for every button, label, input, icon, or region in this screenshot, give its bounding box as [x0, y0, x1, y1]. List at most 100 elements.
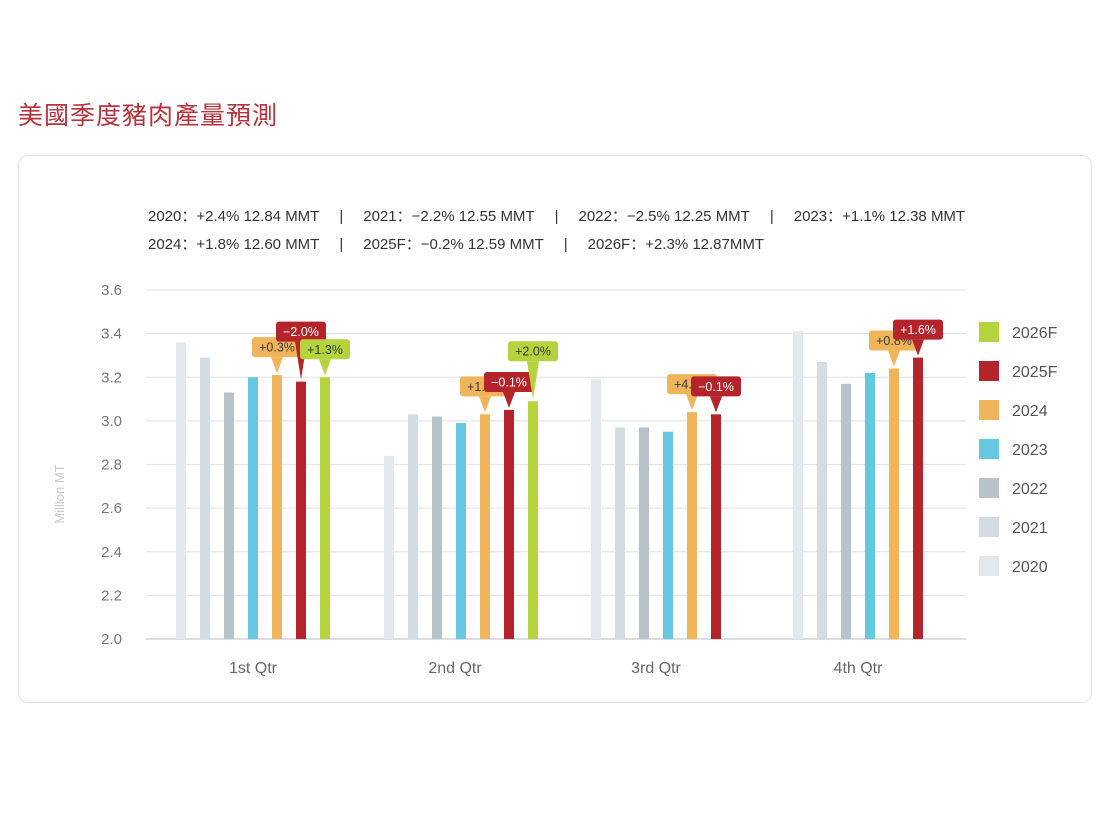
bar-2023-q2 [456, 423, 466, 639]
y-tick-label: 3.4 [101, 326, 122, 343]
y-tick-label: 3.6 [101, 282, 122, 299]
summary-item: 2021：−2.2% 12.55 MMT [363, 208, 535, 225]
x-category-label: 3rd Qtr [631, 660, 681, 677]
annotation-badge [893, 319, 943, 340]
bar-2025f-q4 [913, 357, 923, 639]
annotation-pointer [503, 391, 515, 408]
legend-swatch-2022 [979, 478, 999, 498]
data-annotation: −2.0% [276, 321, 326, 380]
annotation-badge [276, 321, 326, 342]
annotation-pointer [271, 357, 283, 374]
y-tick-label: 2.0 [101, 631, 122, 648]
annotation-pointer [319, 359, 331, 376]
bar-2020-q2 [384, 455, 394, 639]
legend-label-2026f: 2026F [1012, 325, 1058, 342]
annotation-label: −0.1% [491, 375, 527, 389]
y-tick-label: 2.8 [101, 457, 122, 474]
bar-2020-q1 [176, 342, 186, 639]
summary-item: 2022：−2.5% 12.25 MMT [578, 208, 750, 225]
data-annotation: −0.1% [691, 376, 741, 413]
annotation-badge [252, 337, 302, 358]
summary-separator: | [563, 236, 568, 253]
annotation-label: +2.0% [515, 345, 551, 359]
data-annotation: +1.3% [300, 339, 350, 376]
bar-2024-q1 [272, 375, 282, 639]
annotation-badge [484, 371, 534, 392]
y-tick-label: 3.0 [101, 413, 122, 430]
bar-2025f-q3 [711, 414, 721, 639]
annotation-label: +0.3% [259, 341, 295, 355]
x-category-label: 1st Qtr [229, 660, 278, 677]
annotation-pointer [710, 396, 722, 413]
summary-item: 2025F：−0.2% 12.59 MMT [363, 236, 544, 253]
summary-line-2: 2024：+1.8% 12.60 MMT | 2025F：−0.2% 12.59 M… [148, 233, 764, 254]
bar-2021-q3 [615, 427, 625, 639]
legend-swatch-2025f [979, 361, 999, 381]
bar-2026f-q2 [528, 401, 538, 639]
x-category-label: 2nd Qtr [428, 660, 482, 677]
annotation-badge [691, 376, 741, 397]
bar-2022-q3 [639, 427, 649, 639]
bar-2026f-q1 [320, 377, 330, 639]
summary-item: 2024：+1.8% 12.60 MMT [148, 236, 320, 253]
annotation-pointer [686, 394, 698, 411]
annotation-label: −2.0% [283, 325, 319, 339]
legend-swatch-2020 [979, 556, 999, 576]
summary-item: 2020：+2.4% 12.84 MMT [148, 208, 320, 225]
summary-line-1: 2020：+2.4% 12.84 MMT | 2021：−2.2% 12.55 MM… [148, 205, 965, 226]
bar-2023-q1 [248, 377, 258, 639]
bar-2022-q4 [841, 383, 851, 639]
bar-2021-q4 [817, 361, 827, 639]
bar-2021-q1 [200, 357, 210, 639]
bar-2024-q2 [480, 414, 490, 639]
annotation-pointer [912, 339, 924, 356]
annotation-pointer [479, 396, 491, 413]
legend-label-2024: 2024 [1012, 403, 1048, 420]
bar-2025f-q1 [296, 381, 306, 639]
bar-2022-q1 [224, 392, 234, 639]
summary-separator: | [339, 208, 344, 225]
summary-item: 2026F：+2.3% 12.87MMT [587, 236, 765, 253]
bar-2023-q3 [663, 431, 673, 639]
data-annotation: +1.6% [893, 319, 943, 356]
legend-swatch-2021 [979, 517, 999, 537]
bar-2020-q3 [591, 379, 601, 639]
legend-label-2022: 2022 [1012, 481, 1048, 498]
x-category-label: 4th Qtr [834, 660, 884, 677]
annotation-label: +1.6% [900, 323, 936, 337]
legend-label-2021: 2021 [1012, 520, 1048, 537]
legend-swatch-2026f [979, 322, 999, 342]
summary-separator: | [339, 236, 344, 253]
bar-2022-q2 [432, 416, 442, 639]
summary-separator: | [769, 208, 774, 225]
summary-separator: | [554, 208, 559, 225]
annotation-label: −0.1% [698, 380, 734, 394]
data-annotation: +2.0% [508, 341, 558, 400]
legend-label-2023: 2023 [1012, 442, 1048, 459]
annotation-pointer [527, 361, 539, 400]
legend-swatch-2024 [979, 400, 999, 420]
data-annotation: +0.3% [252, 337, 302, 374]
annotation-badge [300, 339, 350, 360]
bar-2021-q2 [408, 414, 418, 639]
legend-label-2025f: 2025F [1012, 364, 1058, 381]
annotation-badge [508, 341, 558, 362]
y-tick-label: 2.6 [101, 500, 122, 517]
bar-2020-q4 [793, 331, 803, 639]
annotation-label: +1.3% [307, 343, 343, 357]
summary-item: 2023：+1.1% 12.38 MMT [793, 208, 966, 225]
data-annotation: −0.1% [484, 371, 534, 408]
legend-label-2020: 2020 [1012, 559, 1048, 576]
annotation-pointer [888, 350, 900, 367]
bar-2025f-q2 [504, 409, 514, 639]
bar-2024-q3 [687, 412, 697, 639]
y-tick-label: 2.4 [101, 544, 122, 561]
y-tick-label: 2.2 [101, 587, 122, 604]
bar-2024-q4 [889, 368, 899, 639]
y-axis-label: Million MT [52, 464, 67, 523]
legend-swatch-2023 [979, 439, 999, 459]
bar-2023-q4 [865, 372, 875, 639]
y-tick-label: 3.2 [101, 369, 122, 386]
page-title: 美國季度豬肉產量預測 [18, 101, 279, 130]
